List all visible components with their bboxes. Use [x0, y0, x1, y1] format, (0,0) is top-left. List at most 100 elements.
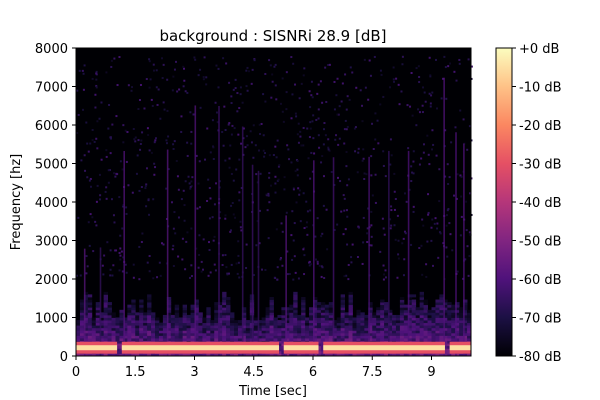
energy-cell	[380, 353, 385, 357]
energy-cell	[463, 317, 468, 321]
energy-cell	[198, 332, 203, 336]
energy-cell	[407, 294, 413, 298]
energy-cell	[309, 338, 314, 341]
energy-cell	[210, 332, 215, 336]
energy-speckle	[145, 78, 148, 81]
energy-cell	[407, 330, 413, 334]
energy-cell	[380, 304, 385, 308]
energy-speckle	[110, 65, 113, 68]
energy-speckle	[393, 80, 396, 83]
energy-cell	[230, 312, 235, 316]
energy-speckle	[225, 266, 228, 269]
energy-speckle	[236, 110, 239, 113]
energy-speckle	[122, 203, 125, 206]
energy-speckle	[145, 183, 148, 186]
x-tick-label: 4.5	[243, 365, 264, 380]
energy-cell	[388, 353, 393, 357]
energy-speckle	[319, 80, 322, 83]
energy-speckle	[317, 108, 320, 111]
energy-cell	[241, 353, 247, 357]
energy-speckle	[393, 208, 396, 211]
energy-speckle	[237, 133, 240, 136]
energy-cell	[194, 312, 199, 316]
energy-cell	[155, 322, 160, 326]
energy-cell	[348, 312, 353, 316]
energy-cell	[320, 317, 326, 321]
energy-cell	[170, 314, 176, 318]
energy-cell	[419, 338, 424, 341]
energy-cell	[95, 312, 101, 316]
colorbar-tick-label: +0 dB	[519, 42, 559, 57]
energy-speckle	[270, 184, 272, 187]
energy-cell	[143, 312, 148, 316]
energy-cell	[76, 322, 81, 326]
energy-cell	[451, 312, 456, 316]
energy-speckle	[256, 220, 259, 223]
energy-cell	[392, 335, 397, 339]
energy-cell	[147, 325, 152, 329]
energy-cell	[313, 296, 318, 300]
energy-cell	[99, 332, 105, 336]
energy-cell	[435, 325, 440, 329]
energy-speckle	[294, 112, 297, 115]
energy-speckle	[356, 171, 359, 174]
energy-speckle	[79, 274, 82, 277]
energy-cell	[178, 330, 184, 334]
energy-cell	[131, 325, 136, 329]
energy-cell	[281, 350, 286, 354]
energy-cell	[123, 320, 128, 324]
energy-speckle	[77, 216, 80, 219]
energy-cell	[285, 317, 290, 321]
energy-cell	[103, 335, 108, 339]
energy-cell	[143, 325, 148, 329]
energy-speckle	[148, 58, 151, 61]
energy-speckle	[298, 97, 301, 100]
energy-speckle	[208, 217, 211, 220]
energy-cell	[281, 353, 286, 357]
energy-cell	[320, 304, 326, 308]
energy-cell	[344, 338, 349, 341]
energy-cell	[174, 335, 180, 339]
energy-cell	[463, 299, 468, 303]
energy-speckle	[100, 158, 103, 161]
energy-cell	[451, 304, 456, 308]
energy-speckle	[172, 143, 175, 146]
energy-cell	[95, 314, 101, 318]
energy-cell	[135, 327, 140, 331]
energy-speckle	[76, 89, 79, 92]
energy-cell	[230, 314, 235, 318]
energy-cell	[313, 338, 318, 341]
energy-speckle	[190, 142, 193, 145]
energy-cell	[222, 312, 227, 316]
energy-speckle	[374, 138, 377, 141]
energy-speckle	[347, 263, 350, 266]
energy-cell	[403, 353, 409, 357]
energy-cell	[309, 320, 314, 324]
x-axis-label: Time [sec]	[238, 384, 307, 399]
energy-speckle	[78, 69, 81, 72]
energy-cell	[455, 304, 460, 308]
energy-cell	[182, 314, 187, 318]
energy-cell	[273, 317, 278, 321]
energy-cell	[119, 332, 124, 336]
energy-cell	[332, 335, 338, 339]
energy-cell	[455, 353, 460, 357]
energy-cell	[403, 338, 409, 341]
energy-cell	[443, 314, 448, 318]
energy-cell	[439, 330, 444, 334]
energy-cell	[392, 353, 397, 357]
energy-cell	[79, 353, 85, 357]
energy-speckle	[449, 62, 452, 65]
energy-cell	[87, 330, 93, 334]
energy-speckle	[197, 266, 200, 269]
energy-cell	[384, 325, 389, 329]
energy-cell	[76, 338, 81, 341]
energy-speckle	[340, 100, 343, 103]
energy-cell	[119, 338, 124, 341]
energy-cell	[360, 312, 365, 316]
energy-cell	[115, 353, 120, 357]
energy-cell	[87, 353, 93, 357]
energy-cell	[190, 304, 195, 308]
energy-cell	[384, 302, 389, 306]
energy-speckle	[91, 77, 94, 80]
